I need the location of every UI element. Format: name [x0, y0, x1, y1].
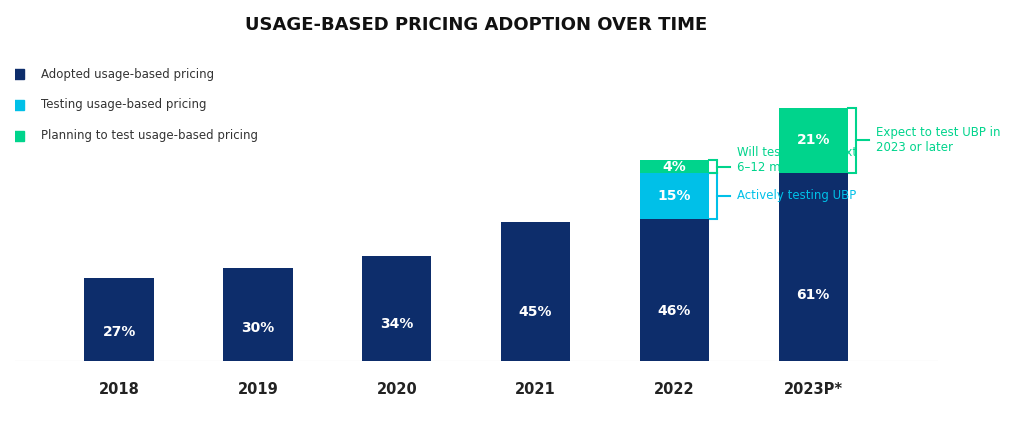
Text: 2018: 2018 — [98, 382, 139, 398]
Bar — [84, 278, 154, 361]
Text: 61%: 61% — [797, 288, 829, 302]
Text: 2023P*: 2023P* — [783, 382, 843, 398]
Text: 30%: 30% — [242, 322, 274, 335]
Bar — [501, 222, 570, 361]
Bar — [223, 268, 293, 361]
Text: Expect to test UBP in
2023 or later: Expect to test UBP in 2023 or later — [876, 126, 1000, 154]
Text: 45%: 45% — [519, 305, 552, 319]
Text: 34%: 34% — [380, 317, 414, 331]
Bar — [640, 160, 710, 173]
Bar — [362, 256, 431, 361]
Bar — [778, 108, 848, 173]
Text: 2022: 2022 — [654, 382, 694, 398]
Text: 46%: 46% — [657, 304, 691, 318]
Text: Will test UBP in next
6–12 months: Will test UBP in next 6–12 months — [737, 146, 857, 174]
Text: 21%: 21% — [797, 133, 830, 147]
Bar — [640, 173, 710, 219]
Text: Planning to test usage-based pricing: Planning to test usage-based pricing — [41, 129, 258, 142]
Text: 2019: 2019 — [238, 382, 279, 398]
Text: 27%: 27% — [102, 325, 136, 339]
Bar — [778, 173, 848, 361]
Bar — [640, 219, 710, 361]
Text: 2021: 2021 — [515, 382, 556, 398]
Text: 4%: 4% — [663, 160, 686, 173]
Text: 15%: 15% — [657, 189, 691, 203]
Text: 2020: 2020 — [377, 382, 417, 398]
Text: Adopted usage-based pricing: Adopted usage-based pricing — [41, 68, 214, 81]
Text: Actively testing UBP: Actively testing UBP — [737, 189, 856, 203]
Text: Testing usage-based pricing: Testing usage-based pricing — [41, 98, 207, 111]
Text: USAGE-BASED PRICING ADOPTION OVER TIME: USAGE-BASED PRICING ADOPTION OVER TIME — [246, 16, 708, 34]
